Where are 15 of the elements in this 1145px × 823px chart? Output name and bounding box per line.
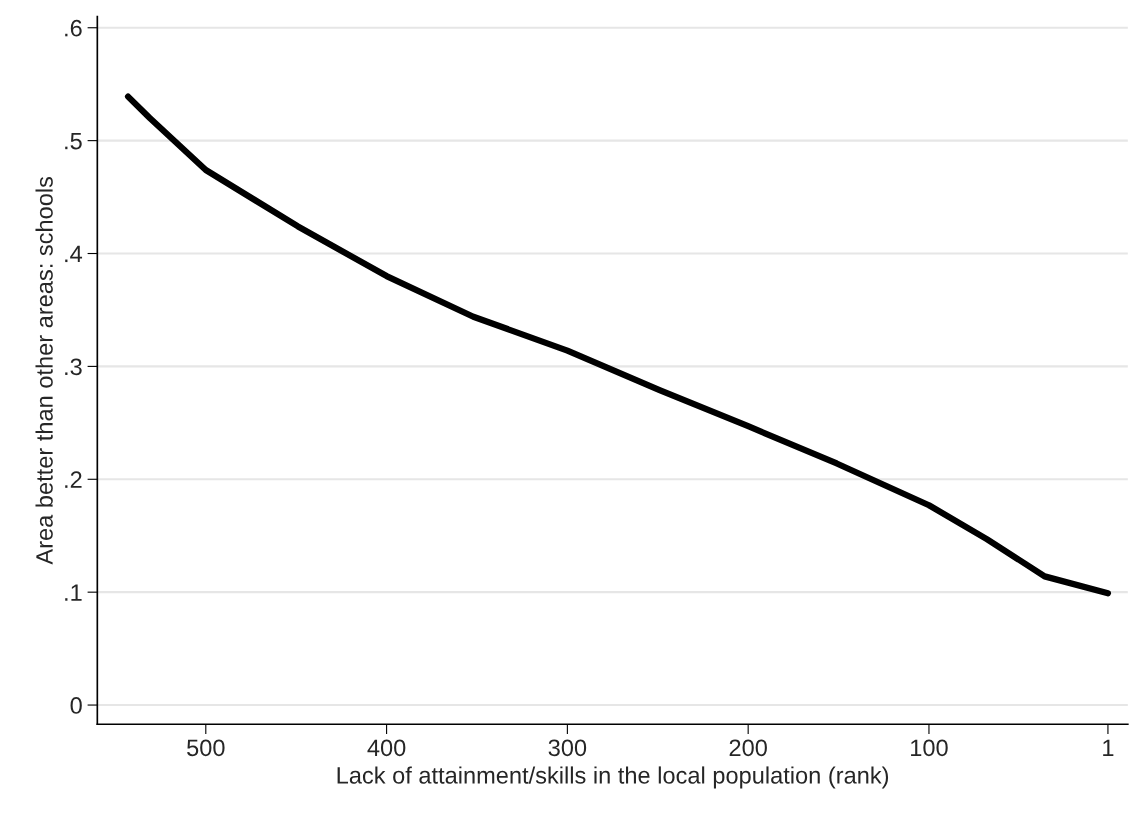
x-tick-label: 200 xyxy=(729,739,767,757)
x-tick-label: 100 xyxy=(911,739,948,757)
x-axis-title: Lack of attainment/skills in the local population (rank) xyxy=(337,766,889,789)
y-tick-label: .5 xyxy=(65,132,82,150)
y-tick-label: .4 xyxy=(65,245,83,263)
y-axis-title: Area better than other areas: schools xyxy=(35,176,53,565)
y-tick-label: .2 xyxy=(65,471,82,488)
y-tick-label: .3 xyxy=(65,358,82,376)
y-tick-label: .6 xyxy=(65,19,82,37)
x-tick-label: 300 xyxy=(548,739,587,757)
x-tick-label: 500 xyxy=(187,739,225,757)
y-tick-label: 0 xyxy=(70,697,82,714)
y-tick-label: .1 xyxy=(65,584,82,601)
x-tick-label: 400 xyxy=(367,739,406,757)
x-tick-label: 1 xyxy=(1103,739,1114,756)
